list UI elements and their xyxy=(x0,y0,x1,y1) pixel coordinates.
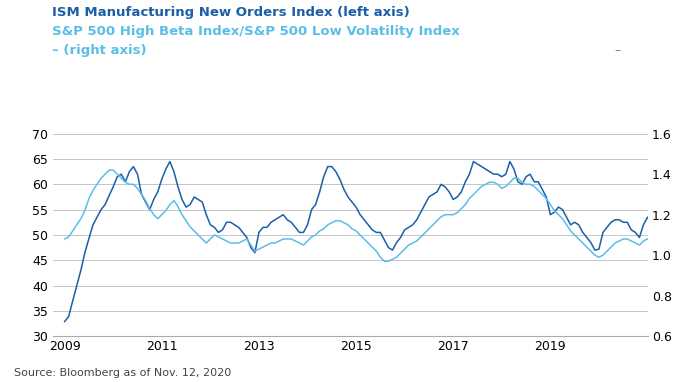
Text: S&P 500 High Beta Index/S&P 500 Low Volatility Index: S&P 500 High Beta Index/S&P 500 Low Vola… xyxy=(52,25,461,38)
Text: –: – xyxy=(615,44,621,57)
Text: Source: Bloomberg as of Nov. 12, 2020: Source: Bloomberg as of Nov. 12, 2020 xyxy=(14,368,231,378)
Text: – (right axis): – (right axis) xyxy=(52,44,147,57)
Text: ISM Manufacturing New Orders Index (left axis): ISM Manufacturing New Orders Index (left… xyxy=(52,6,410,19)
